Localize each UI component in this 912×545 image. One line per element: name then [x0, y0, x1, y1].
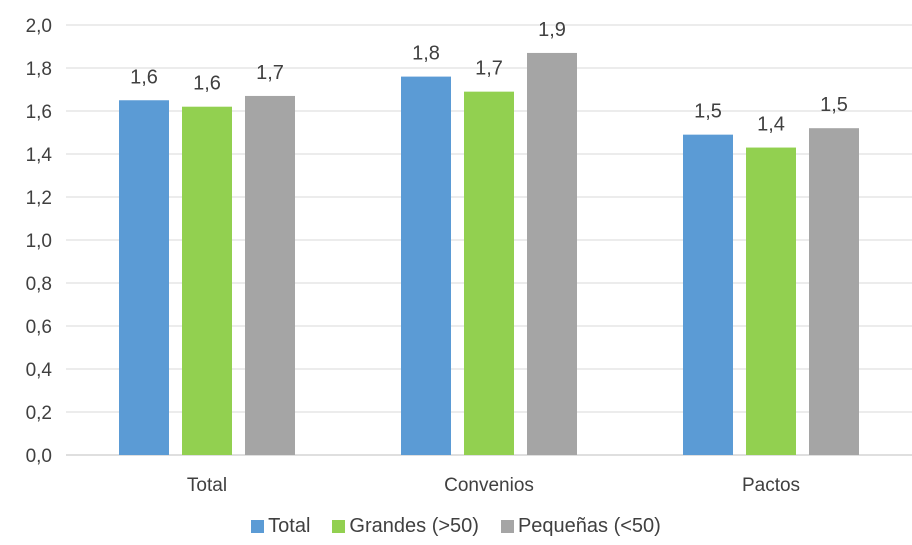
y-tick-label: 0,0 [26, 446, 52, 467]
y-tick-label: 0,6 [26, 317, 52, 338]
data-label: 1,7 [475, 58, 503, 80]
legend-item-total: Total [251, 515, 310, 538]
bar [401, 76, 451, 455]
data-label: 1,9 [538, 19, 566, 41]
data-label: 1,4 [757, 114, 785, 136]
legend-swatch-total [251, 520, 265, 533]
y-tick-label: 1,4 [26, 145, 53, 166]
y-tick-label: 1,2 [26, 188, 52, 209]
data-label: 1,5 [694, 101, 722, 123]
data-label: 1,6 [193, 73, 221, 95]
data-label: 1,6 [130, 66, 158, 88]
y-tick-label: 0,8 [26, 274, 52, 295]
y-tick-label: 0,4 [26, 360, 53, 381]
bar [746, 147, 796, 456]
x-category-label: Pactos [742, 475, 800, 496]
y-tick-label: 1,8 [26, 59, 52, 80]
bar-chart: 0,0 0,2 0,4 0,6 0,8 1,0 1,2 1,4 1,6 1,8 2,0 1,6 1,6 1… [26, 16, 912, 496]
y-tick-label: 1,0 [26, 231, 52, 252]
data-label: 1,5 [820, 94, 848, 116]
y-tick-label: 0,2 [26, 403, 52, 424]
bar [464, 91, 514, 456]
bar [119, 100, 169, 455]
bar [527, 52, 577, 455]
legend-label-total: Total [268, 515, 311, 537]
bar [809, 128, 859, 455]
legend-label-pequenas: Pequeñas (<50) [517, 515, 661, 537]
legend: Total Grandes (>50) Pequeñas (<50) [0, 515, 912, 538]
legend-swatch-grandes [332, 520, 346, 533]
data-label: 1,7 [256, 62, 284, 84]
x-category-label: Total [187, 475, 227, 496]
bar [245, 95, 295, 455]
legend-item-pequenas: Pequeñas (<50) [500, 515, 661, 538]
x-category-label: Convenios [444, 475, 534, 496]
data-label: 1,8 [412, 43, 440, 65]
legend-swatch-pequenas [500, 520, 514, 533]
legend-item-grandes: Grandes (>50) [332, 515, 479, 538]
y-tick-label: 2,0 [26, 16, 52, 37]
bar [683, 134, 733, 455]
y-tick-label: 1,6 [26, 102, 52, 123]
legend-label-grandes: Grandes (>50) [349, 515, 479, 537]
bar [182, 106, 232, 455]
